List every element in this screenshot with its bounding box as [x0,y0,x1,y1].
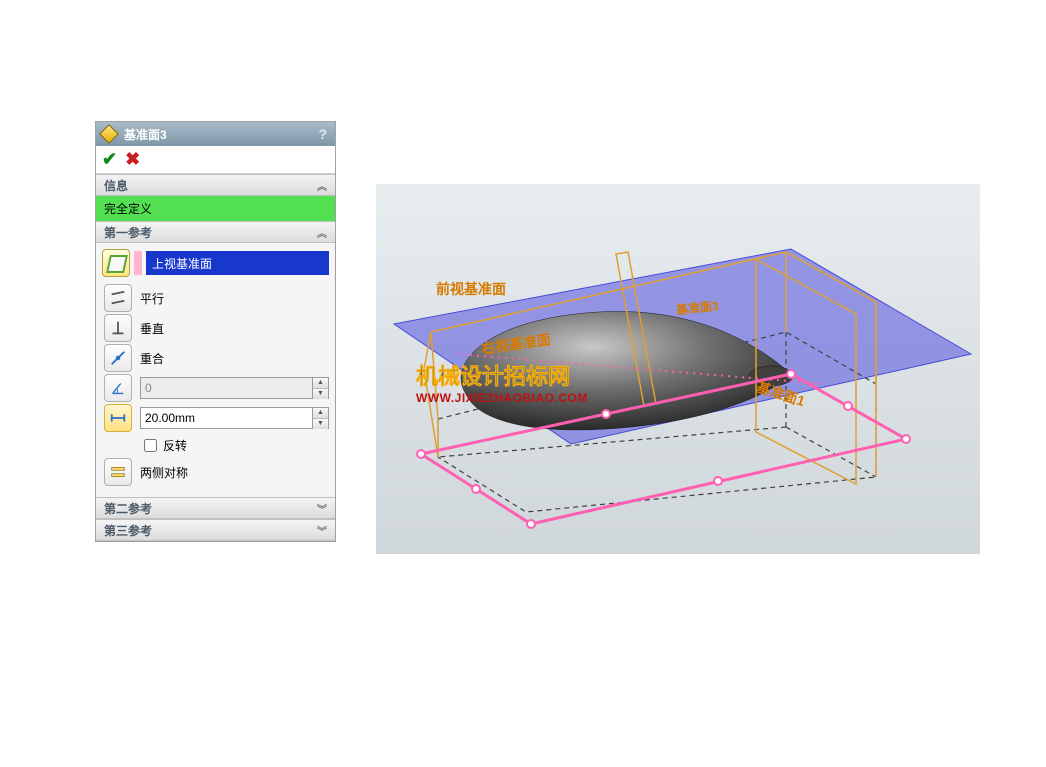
cancel-button[interactable]: ✖ [125,149,140,170]
ref2-section-header[interactable]: 第二参考 ︾ [96,497,335,519]
angle-row: ▲ ▼ [102,373,329,403]
plane-feature-icon [99,124,119,144]
ref1-body: 上视基准面 平行 垂直 重合 [96,243,335,497]
confirm-row: ✔ ✖ [96,146,335,174]
ref1-section-header[interactable]: 第一参考 ︽ [96,221,335,243]
coincident-option-row: 重合 [102,343,329,373]
parallel-icon[interactable] [104,284,132,312]
angle-icon[interactable] [104,374,132,402]
angle-spin-up[interactable]: ▲ [313,378,328,389]
collapse-icon: ︽ [317,225,327,240]
ok-button[interactable]: ✔ [102,149,117,170]
angle-field: ▲ ▼ [140,377,329,399]
angle-input [140,377,313,399]
angle-spin-down[interactable]: ▼ [313,389,328,399]
ref3-section-header[interactable]: 第三参考 ︾ [96,519,335,541]
info-section-header[interactable]: 信息 ︽ [96,174,335,196]
distance-input[interactable] [140,407,313,429]
ref2-header-label: 第二参考 [104,500,152,517]
collapse-icon: ︽ [317,178,327,193]
status-strip: 完全定义 [96,196,335,221]
ref3-header-label: 第三参考 [104,522,152,539]
help-button[interactable]: ? [318,126,327,142]
both-sides-label: 两侧对称 [140,464,188,481]
distance-spinner: ▲ ▼ [313,407,329,429]
distance-row: ▲ ▼ [102,403,329,433]
coincident-icon[interactable] [104,344,132,372]
perpendicular-option-row: 垂直 [102,313,329,343]
property-panel: 基准面3 ? ✔ ✖ 信息 ︽ 完全定义 第一参考 ︽ 上视基准面 平行 [95,121,336,542]
status-text: 完全定义 [104,202,152,216]
reference-plane-icon[interactable] [102,249,130,277]
info-header-label: 信息 [104,177,128,194]
reverse-label: 反转 [163,437,187,454]
both-sides-icon[interactable] [104,458,132,486]
distance-field: ▲ ▼ [140,407,329,429]
reverse-row: 反转 [102,433,329,457]
selected-reference-row: 上视基准面 [102,249,329,277]
reference-color-tag [134,251,142,275]
reverse-checkbox[interactable] [144,439,157,452]
viewport-scene [376,184,980,554]
panel-title: 基准面3 [124,126,167,143]
expand-icon: ︾ [317,523,327,538]
selected-reference-name[interactable]: 上视基准面 [146,251,329,275]
3d-viewport[interactable]: 前视基准面 右视基准面 基准面1 基准面3 机械设计招标网 WWW.JIXIEZ… [376,184,980,554]
parallel-label: 平行 [140,290,164,307]
perpendicular-label: 垂直 [140,320,164,337]
parallel-option-row: 平行 [102,283,329,313]
angle-spinner: ▲ ▼ [313,377,329,399]
panel-title-bar: 基准面3 ? [96,122,335,146]
distance-spin-down[interactable]: ▼ [313,419,328,429]
perpendicular-icon[interactable] [104,314,132,342]
distance-icon[interactable] [104,404,132,432]
distance-spin-up[interactable]: ▲ [313,408,328,419]
expand-icon: ︾ [317,501,327,516]
ref1-header-label: 第一参考 [104,224,152,241]
coincident-label: 重合 [140,350,164,367]
both-sides-row: 两侧对称 [102,457,329,487]
